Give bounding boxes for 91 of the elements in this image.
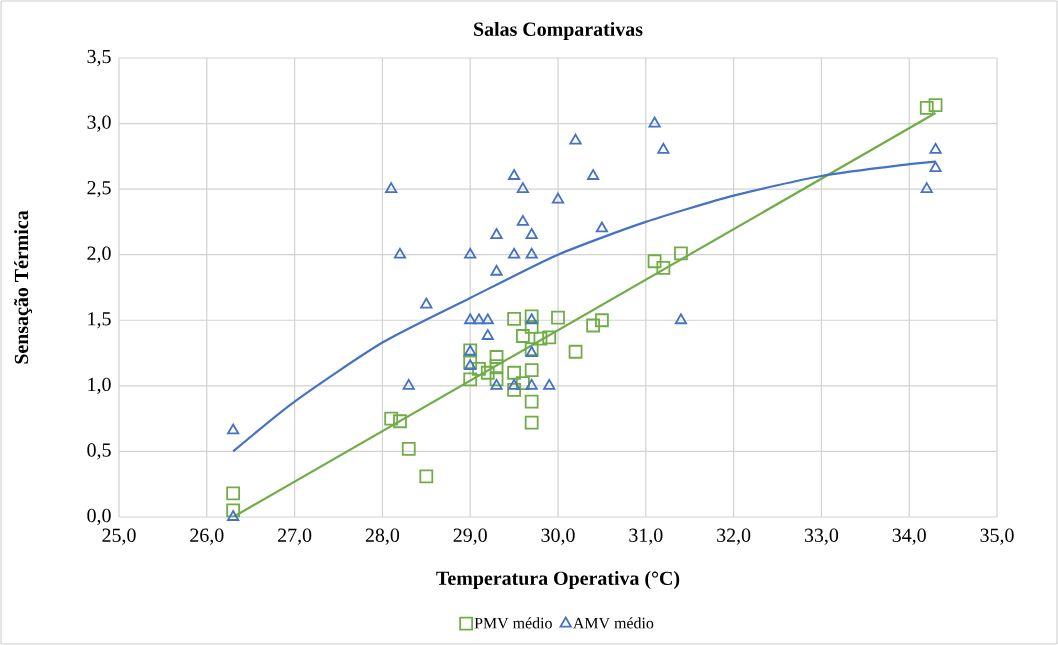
point <box>674 246 688 261</box>
point <box>525 247 538 259</box>
point <box>648 116 661 128</box>
point <box>524 342 539 357</box>
point <box>463 372 478 387</box>
point <box>489 359 504 374</box>
point <box>516 215 529 226</box>
point <box>227 423 240 435</box>
point <box>464 359 477 371</box>
x-tick-label: 34,0 <box>892 528 926 545</box>
point <box>419 469 434 484</box>
x-tick-label: 31,0 <box>629 528 663 545</box>
point <box>393 247 407 259</box>
point <box>524 363 539 378</box>
point <box>226 503 241 518</box>
point <box>508 169 521 180</box>
y-tick-label: 3,0 <box>87 115 111 132</box>
point <box>525 346 538 357</box>
point <box>920 182 933 194</box>
point <box>227 510 240 521</box>
point <box>402 378 415 390</box>
point <box>524 415 539 430</box>
point <box>586 318 601 333</box>
point <box>595 313 609 328</box>
y-tick-label: 1,5 <box>88 312 111 329</box>
legend-label: AMV médio <box>573 617 654 629</box>
point <box>385 182 398 194</box>
point <box>647 254 662 269</box>
point <box>481 329 494 340</box>
chart-title: Salas Comparativas <box>474 21 643 41</box>
x-tick-label: 30,0 <box>541 528 575 545</box>
point <box>489 372 504 387</box>
point <box>587 169 600 180</box>
y-tick-label: 0,5 <box>87 443 111 460</box>
point <box>489 350 504 364</box>
point <box>524 394 539 409</box>
point <box>674 313 688 325</box>
x-tick-label: 27,0 <box>278 528 312 545</box>
point <box>515 329 530 343</box>
point <box>480 365 495 380</box>
point <box>481 313 494 325</box>
x-tick-label: 35,0 <box>980 528 1014 545</box>
point <box>569 133 582 145</box>
point <box>551 310 565 325</box>
point <box>928 98 943 113</box>
point <box>508 378 521 390</box>
point <box>507 365 522 380</box>
point <box>542 330 557 345</box>
legend-label: PMV médio <box>474 617 552 629</box>
point <box>507 382 522 397</box>
point <box>507 312 522 326</box>
x-tick-label: 28,0 <box>365 528 400 545</box>
point <box>420 297 433 309</box>
x-tick-label: 26,0 <box>190 528 224 545</box>
point <box>490 264 503 276</box>
point <box>226 486 241 501</box>
x-tick-label: 33,0 <box>804 528 839 545</box>
y-tick-label: 3,5 <box>87 49 111 67</box>
point <box>543 378 556 390</box>
y-tick-label: 2,0 <box>87 246 111 263</box>
point <box>472 313 486 325</box>
point <box>929 142 942 154</box>
point <box>490 378 503 390</box>
point <box>525 378 538 390</box>
point <box>463 355 478 370</box>
point <box>533 331 548 346</box>
y-axis-title: Sensação Térmica <box>14 210 33 364</box>
point <box>401 441 416 456</box>
x-tick-label: 32,0 <box>717 528 751 545</box>
point <box>524 319 539 334</box>
x-axis-title: Temperatura Operativa (°C) <box>436 570 680 590</box>
point <box>508 247 521 259</box>
y-tick-label: 2,5 <box>87 181 111 198</box>
point <box>384 411 399 426</box>
x-tick-label: 29,0 <box>453 528 487 545</box>
point <box>525 228 538 239</box>
point <box>516 182 529 194</box>
y-tick-label: 1,0 <box>88 377 111 394</box>
point <box>551 192 565 204</box>
point <box>464 247 477 259</box>
point <box>464 313 477 325</box>
point <box>568 344 583 359</box>
point <box>657 142 670 154</box>
point <box>525 313 538 325</box>
point <box>490 228 503 239</box>
point <box>919 100 934 115</box>
y-tick-label: 0,0 <box>87 508 111 526</box>
x-tick-label: 25,0 <box>102 528 136 545</box>
point <box>656 260 671 275</box>
point <box>393 414 407 429</box>
point <box>595 221 609 233</box>
